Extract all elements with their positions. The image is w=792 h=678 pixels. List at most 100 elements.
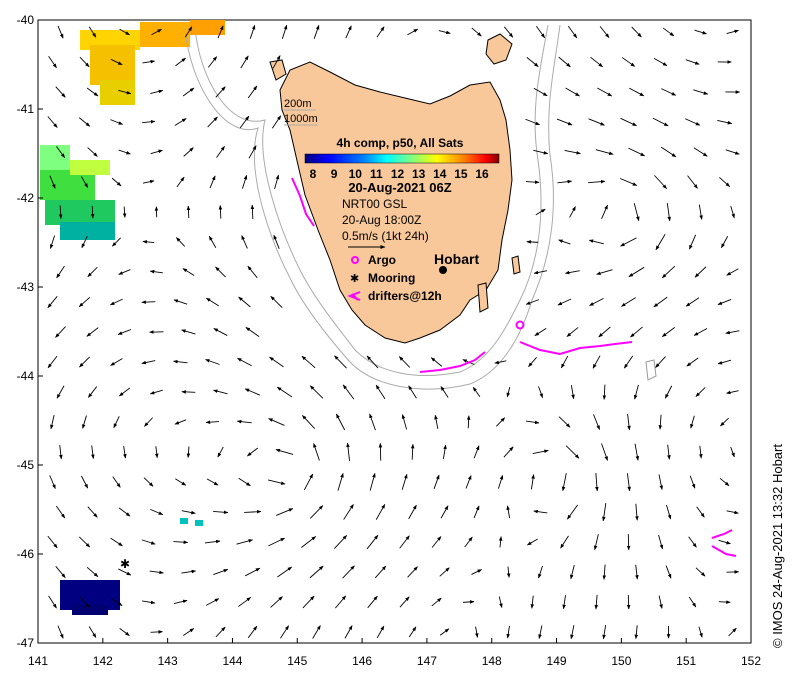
- sst-patches: [40, 20, 225, 615]
- current-arrow: [588, 239, 605, 245]
- current-arrow: [213, 328, 228, 336]
- current-arrow: [442, 444, 447, 460]
- current-arrow: [58, 205, 63, 220]
- current-arrow: [275, 448, 294, 455]
- current-arrow: [366, 355, 379, 369]
- current-arrow: [536, 26, 546, 39]
- current-arrow: [719, 177, 731, 187]
- current-arrow: [309, 505, 324, 519]
- current-arrow: [217, 446, 224, 458]
- current-arrow: [662, 27, 675, 37]
- current-arrow: [471, 27, 482, 37]
- current-arrow: [533, 509, 548, 514]
- current-arrow: [471, 569, 483, 575]
- current-arrow: [590, 56, 603, 68]
- current-arrow: [533, 270, 548, 275]
- current-arrow: [430, 357, 443, 367]
- current-arrow: [337, 472, 344, 491]
- current-arrow: [309, 565, 324, 579]
- current-arrow: [570, 385, 575, 400]
- current-arrow: [660, 146, 677, 158]
- current-arrow: [503, 446, 514, 458]
- current-arrow: [86, 327, 99, 337]
- current-arrow: [204, 539, 221, 544]
- current-arrow: [301, 536, 317, 548]
- current-arrow: [399, 596, 410, 608]
- current-arrow: [215, 266, 226, 278]
- colorbar-tick-label: 11: [370, 167, 383, 181]
- current-arrow: [473, 445, 480, 459]
- current-arrow: [313, 24, 320, 39]
- current-arrow: [87, 266, 98, 278]
- argo-legend-symbol: [351, 256, 359, 264]
- current-arrow: [564, 270, 580, 275]
- current-arrow: [693, 89, 709, 95]
- current-arrow: [87, 386, 98, 398]
- current-arrow: [661, 326, 676, 338]
- current-vectors: [47, 24, 741, 640]
- current-arrow: [57, 625, 64, 639]
- current-arrow: [718, 600, 731, 604]
- current-arrow: [276, 508, 294, 516]
- current-arrow: [50, 415, 55, 430]
- current-arrow: [688, 234, 697, 250]
- current-arrow: [141, 360, 156, 365]
- current-arrow: [569, 206, 576, 218]
- current-arrow: [631, 26, 642, 38]
- current-arrow: [602, 503, 607, 522]
- lon-tick-label: 147: [417, 654, 437, 668]
- lon-tick-label: 143: [158, 654, 178, 668]
- current-arrow: [532, 449, 549, 455]
- current-arrow: [633, 384, 639, 400]
- current-arrow: [366, 534, 379, 550]
- colorbar-tick-label: 8: [310, 167, 317, 181]
- current-arrow: [88, 626, 97, 638]
- current-arrow: [538, 386, 543, 399]
- current-arrow: [717, 120, 733, 125]
- current-arrow: [557, 179, 573, 184]
- sst-colorbar: [304, 153, 500, 164]
- current-arrow: [109, 298, 123, 306]
- current-arrow: [280, 625, 290, 639]
- current-arrow: [635, 564, 639, 580]
- colorbar-tick-label: 15: [454, 167, 468, 181]
- current-arrow: [91, 445, 95, 459]
- lon-tick-label: 142: [93, 654, 113, 668]
- current-arrow: [472, 386, 481, 397]
- current-arrow: [248, 145, 257, 159]
- current-arrow: [623, 355, 634, 369]
- current-arrow: [533, 149, 549, 155]
- lon-tick-label: 150: [611, 654, 631, 668]
- current-arrow: [688, 596, 697, 608]
- lon-tick-label: 152: [741, 654, 761, 668]
- current-arrow: [173, 359, 188, 364]
- current-arrow: [628, 266, 645, 278]
- current-arrow: [530, 595, 535, 609]
- map-legend: 200m 1000m 4h comp, p50, All Sats 8 9 10 11…: [284, 98, 500, 303]
- current-arrow: [526, 57, 539, 67]
- current-arrow: [247, 447, 258, 457]
- current-arrow: [506, 386, 511, 398]
- current-arrow: [87, 147, 98, 157]
- current-arrow: [56, 385, 65, 399]
- current-arrow: [694, 29, 707, 35]
- current-arrow: [309, 385, 324, 399]
- current-arrow: [599, 26, 610, 38]
- current-arrow: [699, 445, 703, 459]
- current-arrow: [693, 328, 708, 336]
- current-arrow: [345, 25, 352, 39]
- current-arrow: [49, 175, 56, 189]
- current-arrow: [620, 237, 637, 247]
- current-arrow: [48, 55, 57, 69]
- current-arrow: [176, 176, 185, 188]
- current-arrow: [241, 235, 248, 249]
- current-arrow: [142, 600, 156, 605]
- current-arrow: [655, 234, 666, 251]
- current-arrow: [118, 568, 132, 576]
- current-arrow: [725, 330, 740, 335]
- lat-tick-label: -42: [17, 191, 35, 205]
- current-arrow: [526, 180, 540, 184]
- hobart-marker: [439, 266, 447, 274]
- current-arrow: [122, 206, 127, 218]
- current-arrow: [399, 535, 410, 549]
